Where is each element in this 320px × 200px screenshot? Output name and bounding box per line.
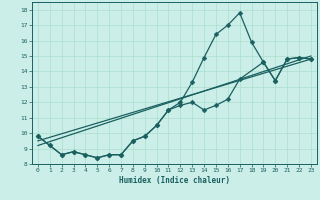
X-axis label: Humidex (Indice chaleur): Humidex (Indice chaleur) (119, 176, 230, 185)
